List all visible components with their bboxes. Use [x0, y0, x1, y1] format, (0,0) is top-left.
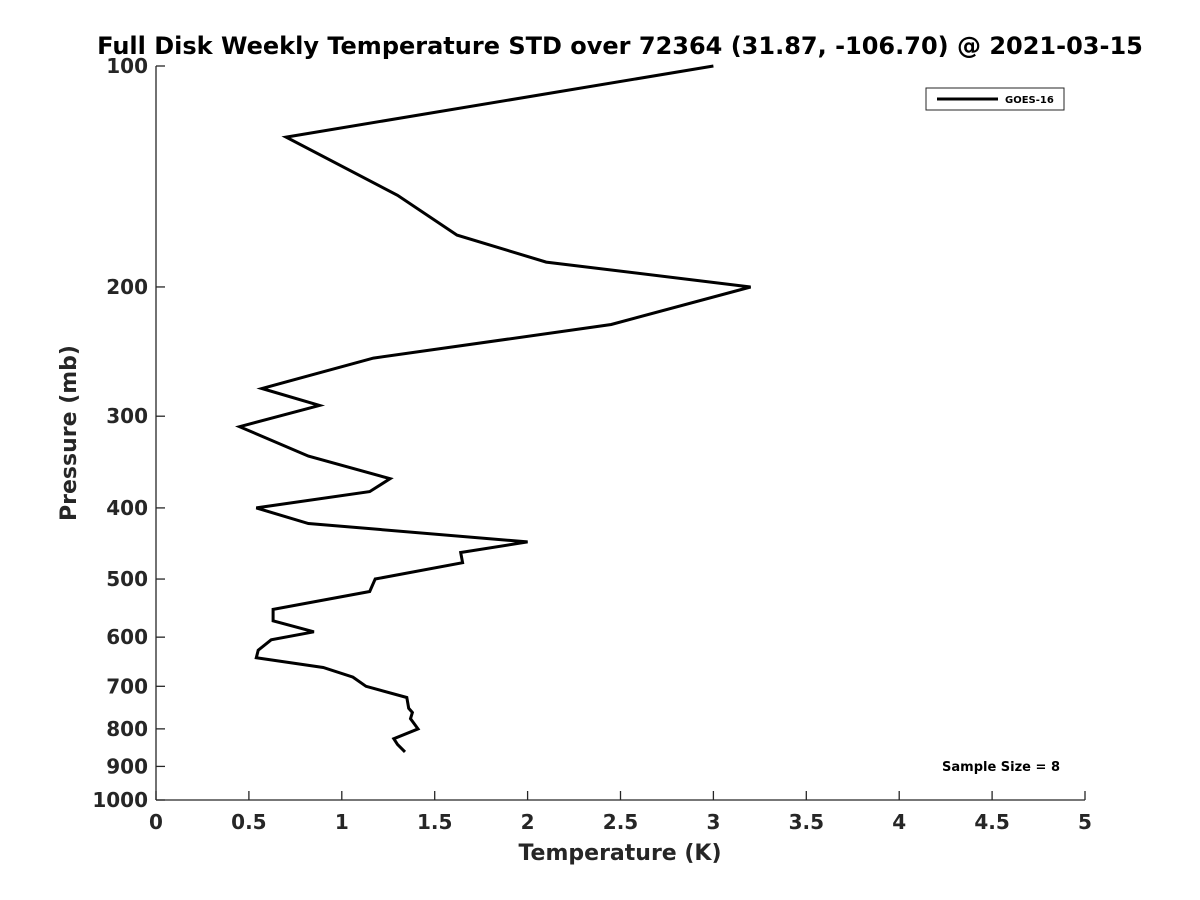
x-tick-label: 4: [892, 810, 906, 834]
y-tick-label: 300: [106, 404, 148, 428]
y-axis-label: Pressure (mb): [57, 345, 82, 521]
legend-label: GOES-16: [1005, 95, 1054, 106]
x-tick-label: 0.5: [231, 810, 266, 834]
x-tick-label: 1.5: [417, 810, 452, 834]
x-tick-label: 4.5: [974, 810, 1009, 834]
y-tick-label: 500: [106, 567, 148, 591]
y-tick-label: 600: [106, 625, 148, 649]
chart-title: Full Disk Weekly Temperature STD over 72…: [97, 32, 1143, 60]
y-ticks: 100 200 300 400 500 600 700 800 900 1000: [92, 54, 165, 812]
y-tick-label: 700: [106, 674, 148, 698]
series-line-goes-16: [235, 64, 751, 753]
x-tick-label: 5: [1078, 810, 1092, 834]
y-tick-label: 1000: [92, 788, 148, 812]
x-tick-label: 3: [706, 810, 720, 834]
x-tick-label: 2: [521, 810, 535, 834]
legend: GOES-16: [925, 87, 1065, 111]
x-tick-label: 1: [335, 810, 349, 834]
y-tick-label: 400: [106, 496, 148, 520]
plot-axes: [155, 66, 1085, 801]
x-tick-label: 3.5: [789, 810, 824, 834]
y-tick-label: 200: [106, 275, 148, 299]
x-tick-label: 2.5: [603, 810, 638, 834]
x-tick-label: 0: [149, 810, 163, 834]
y-tick-label: 900: [106, 754, 148, 778]
x-axis-label: Temperature (K): [518, 841, 721, 866]
y-tick-label: 800: [106, 717, 148, 741]
y-tick-label: 100: [106, 54, 148, 78]
x-ticks: 0 0.5 1 1.5 2 2.5 3 3.5 4 4.5 5: [149, 791, 1092, 834]
sample-size-annotation: Sample Size = 8: [942, 760, 1060, 775]
